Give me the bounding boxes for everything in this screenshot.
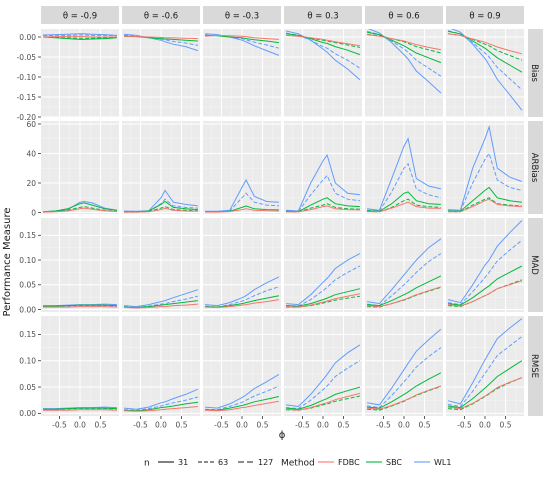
legend-label-n-127: 127 (258, 458, 273, 467)
y-tick-label: 0.15 (19, 231, 36, 240)
y-tick-label: -0.10 (17, 73, 37, 82)
x-tick-label: -0.5 (52, 421, 67, 430)
y-tick-label: 0.05 (19, 281, 36, 290)
x-tick-label: -0.5 (295, 421, 310, 430)
y-tick-label: 60 (26, 120, 36, 129)
panel (446, 218, 524, 312)
x-tick-label: 0.0 (74, 421, 86, 430)
y-tick-label: 0 (31, 208, 36, 217)
panel (365, 316, 443, 416)
x-tick-label: 0.0 (398, 421, 410, 430)
x-tick-label: 0.5 (176, 421, 188, 430)
panel (203, 316, 281, 416)
panel (203, 29, 281, 117)
panel (203, 121, 281, 214)
row-strip-label: MAD (529, 255, 539, 275)
x-tick-label: 0.5 (500, 421, 512, 430)
series-line-fdbc-n31 (43, 410, 117, 411)
panel (122, 121, 200, 214)
x-tick-label: 0.5 (95, 421, 107, 430)
row-strip-label: Bias (529, 64, 539, 82)
y-tick-label: 0.10 (19, 256, 36, 265)
panel (284, 29, 362, 117)
panel (203, 218, 281, 312)
panel (41, 29, 119, 117)
legend-title-n: n (144, 459, 150, 469)
legend: n 31 63 127 Method FDBC SBC WL1 (144, 458, 451, 469)
y-tick-label: 0.05 (19, 383, 36, 392)
row-strip-label: RMSE (529, 354, 539, 378)
column-strip-label: θ = 0.9 (469, 12, 500, 22)
column-strip-label: θ = -0.6 (144, 12, 178, 22)
legend-label-wl1: WL1 (434, 458, 451, 467)
row-strip-label: ARBias (529, 153, 539, 183)
y-tick-label: 0.00 (19, 33, 36, 42)
panel (365, 218, 443, 312)
y-tick-label: 0.00 (19, 305, 36, 314)
x-tick-label: 0.0 (479, 421, 491, 430)
panel (446, 27, 524, 117)
y-axis-title: Performance Measure (2, 207, 13, 316)
panel (446, 121, 524, 214)
x-tick-label: 0.5 (419, 421, 431, 430)
panel (284, 218, 362, 312)
panel (122, 29, 200, 117)
x-axes: -0.5 0.0 0.5 -0.5 0.0 0.5 -0.5 0.0 0.5 -0.5 0.0 0.5… (52, 416, 512, 430)
y-tick-label: -0.05 (17, 53, 37, 62)
x-axis-title: ϕ (279, 430, 286, 441)
panel (41, 218, 119, 312)
legend-label-fdbc: FDBC (338, 458, 360, 467)
column-strip-label: θ = 0.6 (388, 12, 419, 22)
y-tick-label: 0.15 (19, 330, 36, 339)
panel (284, 316, 362, 416)
y-tick-label: 20 (26, 179, 36, 188)
legend-label-sbc: SBC (386, 458, 402, 467)
x-tick-label: 0.0 (317, 421, 329, 430)
row-strips: Bias ARBias MAD RMSE (528, 29, 543, 416)
y-axes: 0.00-0.05-0.10-0.15-0.2002040600.000.050… (17, 33, 41, 418)
legend-label-n-31: 31 (178, 458, 188, 467)
panel (41, 316, 119, 416)
y-tick-label: 0.10 (19, 357, 36, 366)
panel (365, 121, 443, 214)
legend-title-method: Method (281, 459, 315, 469)
panel (122, 316, 200, 416)
panels (41, 27, 524, 416)
series-line-fdbc-n31 (43, 307, 117, 308)
column-strip-label: θ = -0.9 (63, 12, 97, 22)
x-tick-label: -0.5 (133, 421, 148, 430)
legend-label-n-63: 63 (218, 458, 228, 467)
panel (365, 28, 443, 117)
x-tick-label: -0.5 (457, 421, 472, 430)
column-strips: θ = -0.9 θ = -0.6 θ = -0.3 θ = 0.3 θ = 0.6 θ … (41, 6, 524, 24)
y-tick-label: -0.15 (17, 93, 37, 102)
x-tick-label: -0.5 (376, 421, 391, 430)
x-tick-label: 0.0 (155, 421, 167, 430)
column-strip-label: θ = 0.3 (307, 12, 338, 22)
x-tick-label: 0.5 (257, 421, 269, 430)
y-tick-label: 40 (26, 149, 36, 158)
panel (41, 121, 119, 214)
column-strip-label: θ = -0.3 (225, 12, 259, 22)
y-tick-label: 0.00 (19, 409, 36, 418)
panel (122, 218, 200, 312)
x-tick-label: 0.5 (338, 421, 350, 430)
panel (284, 121, 362, 214)
x-tick-label: 0.0 (236, 421, 248, 430)
panel (446, 316, 524, 416)
x-tick-label: -0.5 (214, 421, 229, 430)
